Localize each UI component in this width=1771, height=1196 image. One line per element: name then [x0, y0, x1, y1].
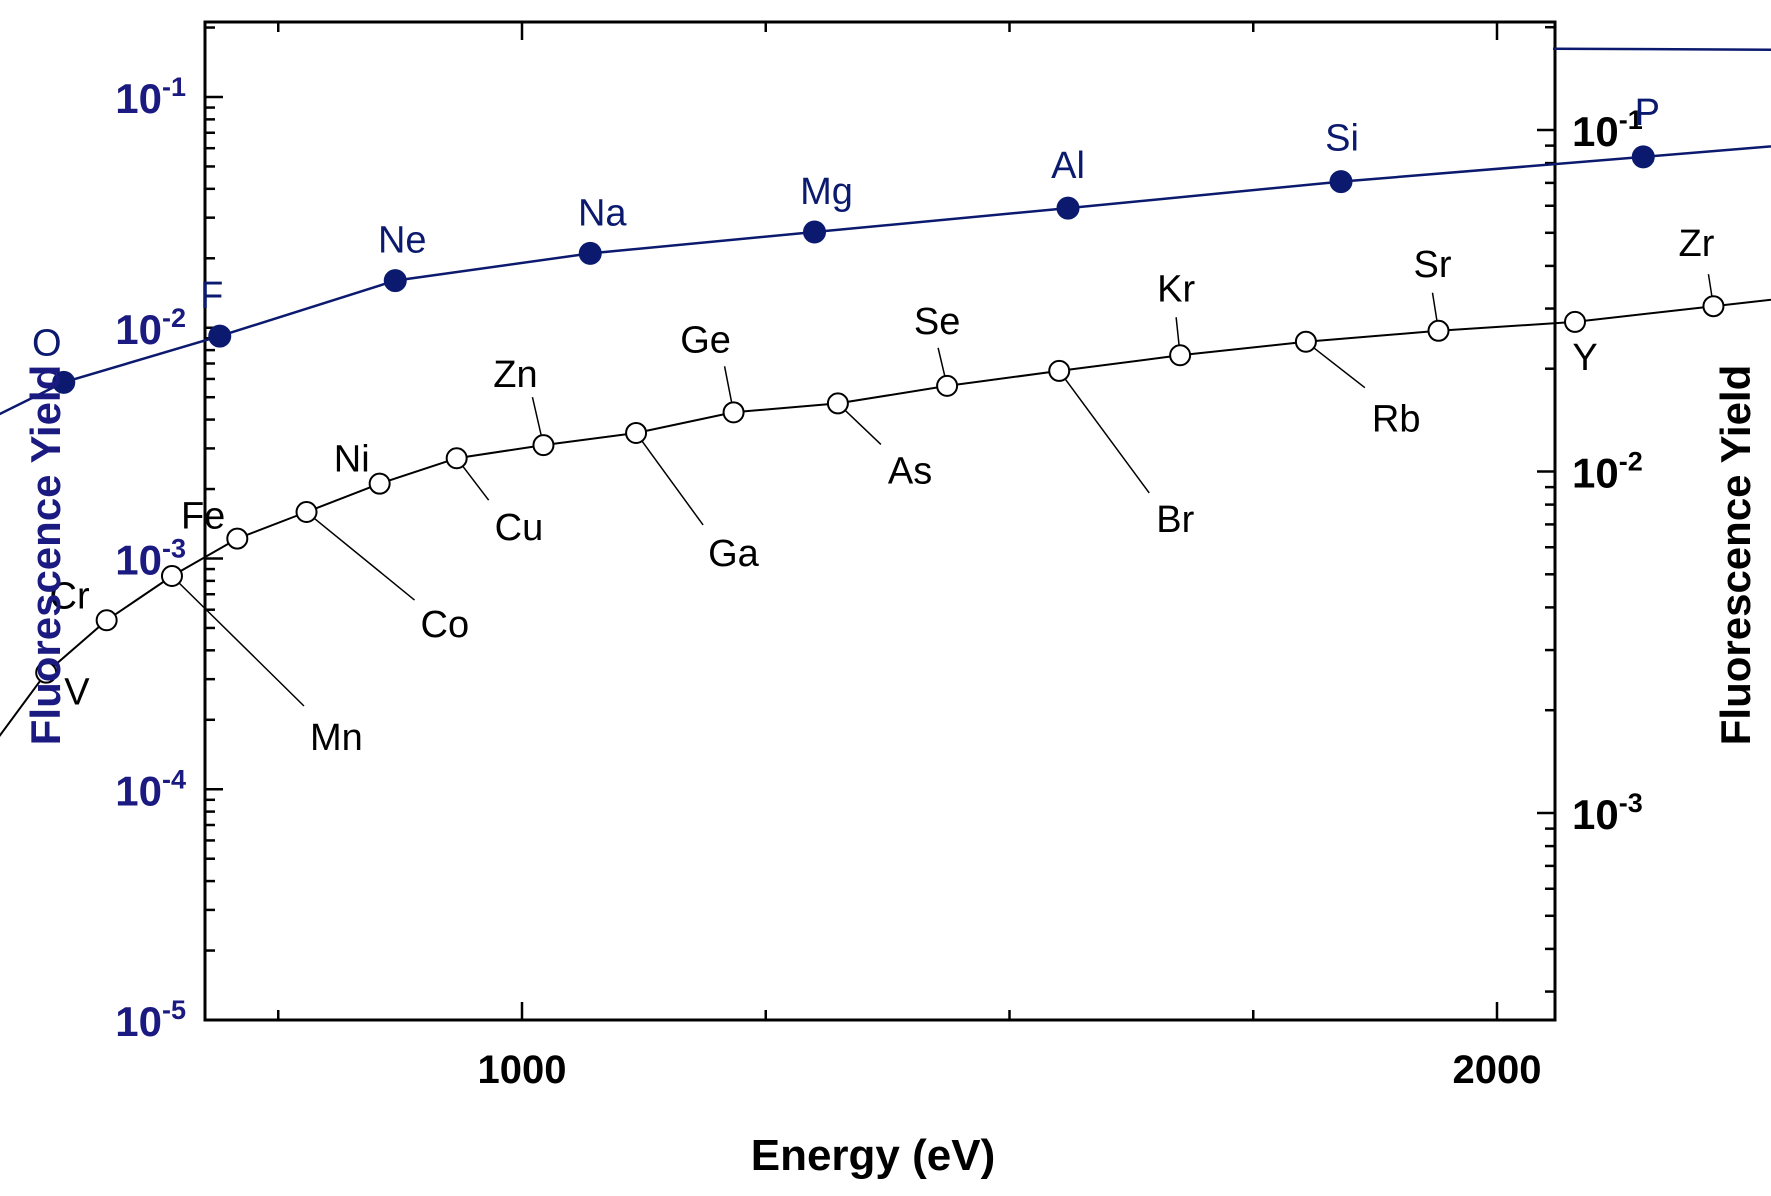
y-axis-title-right: Fluorescence Yield	[1712, 365, 1759, 746]
l-label-zn: Zn	[493, 354, 537, 396]
label-leader-lines	[171, 274, 1715, 707]
x-tick-label: 1000	[478, 1048, 567, 1092]
plot-border	[203, 20, 1557, 1022]
y-right-tick-label: 10-1	[1572, 105, 1643, 155]
k-point-p	[1631, 145, 1655, 169]
k-shell-line	[0, 47, 1771, 416]
l-shell-line	[0, 298, 1771, 738]
l-point-co	[295, 501, 318, 524]
l-point-v	[35, 661, 58, 684]
l-label-ni: Ni	[334, 439, 370, 481]
l-label-co: Co	[421, 604, 470, 646]
k-label-ne: Ne	[378, 220, 427, 262]
l-point-y	[1564, 310, 1586, 333]
k-point-si	[1329, 170, 1353, 194]
l-label-ga: Ga	[708, 533, 760, 575]
axis-ticks: 100020003000400010-110-210-310-410-510-1…	[115, 22, 1643, 1092]
l-point-rb	[1294, 330, 1317, 353]
plot-frame	[203, 20, 1557, 1022]
k-point-al	[1056, 196, 1080, 220]
l-label-ge: Ge	[680, 319, 731, 361]
y-axis-title-left: Fluorescence Yield	[22, 365, 69, 746]
l-label-br: Br	[1156, 499, 1194, 541]
l-label-cu: Cu	[495, 507, 544, 549]
y-right-tick-label: 10-3	[1572, 788, 1643, 838]
y-left-tick-label: 10-3	[115, 534, 186, 584]
l-point-sr	[1427, 319, 1450, 342]
k-label-mg: Mg	[800, 171, 853, 213]
series-lines	[0, 47, 1771, 738]
y-left-tick-label: 10-1	[115, 72, 186, 122]
y-left-tick-label: 10-4	[115, 764, 186, 814]
l-point-as	[826, 392, 849, 415]
l-label-y: Y	[1572, 337, 1597, 379]
leader-br	[1058, 370, 1150, 494]
l-label-as: As	[888, 450, 932, 492]
leader-mn	[171, 575, 305, 707]
l-label-kr: Kr	[1157, 268, 1195, 310]
l-point-fe	[226, 527, 249, 550]
l-label-sr: Sr	[1414, 244, 1452, 286]
l-point-cu	[445, 447, 468, 470]
y-right-tick-label: 10-2	[1572, 447, 1643, 497]
k-label-si: Si	[1325, 118, 1359, 160]
l-label-fe: Fe	[181, 496, 225, 538]
l-point-ge	[722, 401, 745, 424]
l-point-zr	[1702, 295, 1725, 318]
y-left-tick-label: 10-2	[115, 303, 186, 353]
x-tick-label: 2000	[1453, 1048, 1542, 1092]
l-point-kr	[1169, 344, 1192, 367]
l-label-se: Se	[914, 301, 960, 343]
leader-co	[306, 511, 415, 601]
l-label-mn: Mn	[310, 717, 363, 759]
k-point-mg	[803, 220, 826, 244]
k-label-na: Na	[578, 192, 627, 234]
l-point-mn	[160, 564, 183, 587]
k-point-na	[578, 241, 602, 265]
l-label-rb: Rb	[1372, 399, 1421, 441]
leader-ga	[635, 432, 704, 526]
l-label-cr: Cr	[50, 575, 90, 617]
element-labels: BCNOFNeNaMgAlSiPSClArKCaCaScTiVCrMnFeCoN…	[32, 92, 1715, 759]
k-label-al: Al	[1051, 145, 1085, 187]
k-label-f: F	[200, 275, 223, 317]
y-left-tick-label: 10-5	[115, 995, 186, 1045]
leader-rb	[1305, 341, 1366, 389]
l-point-zn	[532, 434, 555, 457]
l-point-se	[936, 374, 959, 397]
l-label-zr: Zr	[1679, 223, 1715, 265]
l-point-ni	[368, 472, 391, 495]
k-point-ne	[383, 269, 407, 293]
k-point-f	[208, 324, 232, 348]
k-label-o: O	[32, 322, 62, 364]
l-label-v: V	[64, 672, 90, 714]
k-point-o	[52, 370, 76, 394]
l-point-br	[1048, 359, 1071, 382]
l-point-ga	[625, 421, 648, 444]
k-label-p: P	[1635, 92, 1660, 134]
l-point-cr	[95, 609, 118, 632]
x-axis-title: Energy (eV)	[751, 1131, 996, 1180]
data-points	[35, 145, 1725, 684]
